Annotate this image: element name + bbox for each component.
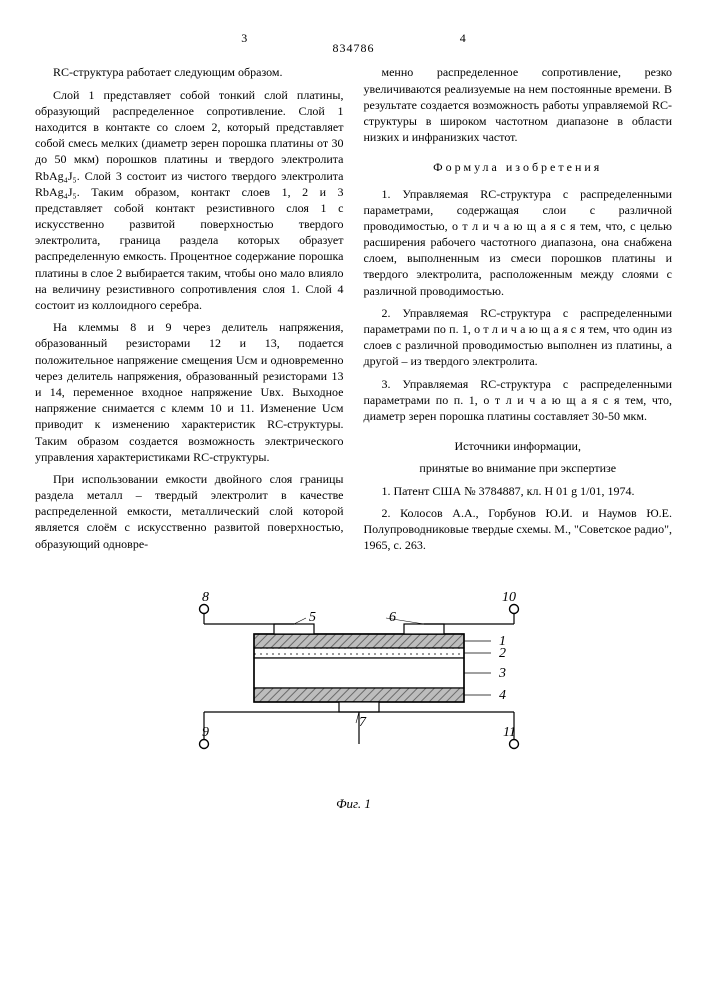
svg-text:2: 2 — [499, 646, 506, 661]
text-columns: RC-структура работает следующим образом.… — [35, 64, 672, 559]
svg-text:6: 6 — [389, 610, 396, 625]
column-left: RC-структура работает следующим образом.… — [35, 64, 344, 559]
right-para-1: менно распределенное сопротивление, резк… — [364, 64, 673, 145]
left-para-3: На клеммы 8 и 9 через делитель напряжени… — [35, 319, 344, 465]
figure-1-caption: Фиг. 1 — [35, 795, 672, 813]
svg-text:11: 11 — [503, 725, 516, 740]
left-para-2: Слой 1 представляет собой тонкий слой пл… — [35, 87, 344, 314]
column-right: менно распределенное сопротивление, резк… — [364, 64, 673, 559]
svg-text:5: 5 — [309, 610, 316, 625]
claim-2: 2. Управляемая RC-структура с распределе… — [364, 305, 673, 370]
svg-text:9: 9 — [202, 725, 209, 740]
source-2: 2. Колосов А.А., Горбунов Ю.И. и Наумов … — [364, 505, 673, 554]
figure-1-svg: 1234567810911 — [144, 579, 564, 789]
claim-1: 1. Управляемая RC-структура с распределе… — [364, 186, 673, 299]
svg-text:3: 3 — [498, 666, 506, 681]
page-number-left: 3 — [35, 30, 354, 46]
figure-1: 1234567810911 Фиг. 1 — [35, 579, 672, 813]
svg-text:4: 4 — [499, 688, 506, 703]
left-para-4: При использовании емкости двойного слоя … — [35, 471, 344, 552]
svg-text:7: 7 — [359, 715, 367, 730]
svg-text:8: 8 — [202, 590, 209, 605]
source-1: 1. Патент США № 3784887, кл. Н 01 g 1/01… — [364, 483, 673, 499]
sources-title: Источники информации, — [364, 438, 673, 454]
page-number-right: 4 — [354, 30, 673, 46]
claim-3: 3. Управляемая RC-структура с распределе… — [364, 376, 673, 425]
left-para-1: RC-структура работает следующим образом. — [35, 64, 344, 80]
svg-text:10: 10 — [502, 590, 516, 605]
sources-subtitle: принятые во внимание при экспертизе — [364, 460, 673, 476]
claims-title: Формула изобретения — [364, 159, 673, 175]
